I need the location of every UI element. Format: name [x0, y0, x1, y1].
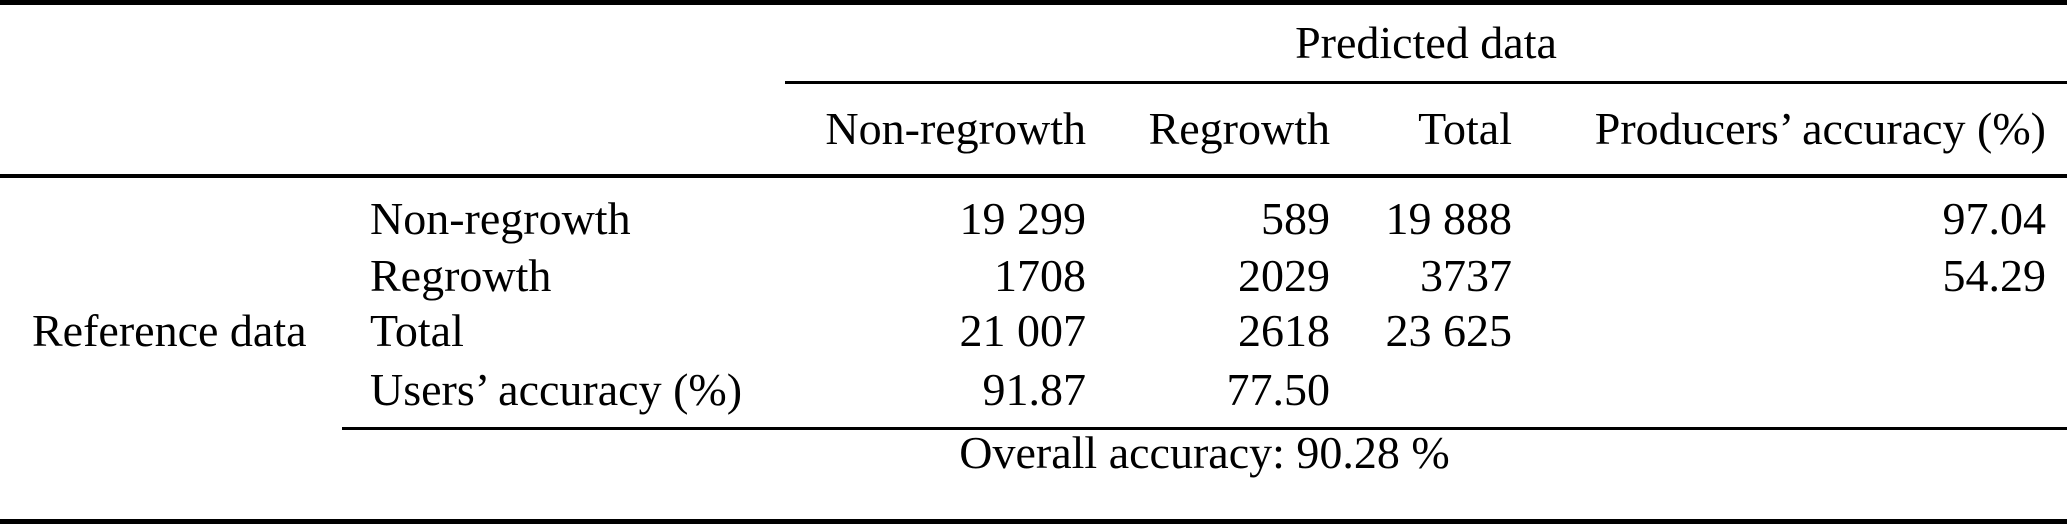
- footer-separator-rule: [342, 427, 2067, 430]
- cell-non-regrowth: 21 007: [959, 305, 1087, 356]
- row-label: Regrowth: [370, 250, 552, 301]
- row-spacer: [0, 308, 370, 354]
- cell-producers-accuracy: 97.04: [1942, 193, 2047, 244]
- column-header-total: Total: [1418, 103, 1512, 154]
- row-label: Users’ accuracy (%): [370, 364, 743, 415]
- predicted-data-underline-rule: [785, 81, 2067, 84]
- cell-total: 23 625: [1385, 305, 1513, 356]
- table-row-regrowth: Regrowth 1708 2029 3737 54.29: [0, 253, 2067, 299]
- cell-producers-accuracy: [1512, 308, 2046, 354]
- row-spacer: [0, 253, 370, 299]
- column-header-row: Non-regrowth Regrowth Total Producers’ a…: [0, 84, 2067, 174]
- column-header-regrowth: Regrowth: [1148, 103, 1330, 154]
- cell-producers-accuracy: [1512, 367, 2046, 413]
- column-header-producers-accuracy: Producers’ accuracy (%): [1594, 103, 2046, 154]
- cell-non-regrowth: 1708: [994, 250, 1086, 301]
- cell-non-regrowth: 19 299: [959, 193, 1087, 244]
- table-row-total: Total 21 007 2618 23 625: [0, 308, 2067, 354]
- header-separator-rule: [0, 174, 2067, 178]
- cell-regrowth: 77.50: [1226, 364, 1331, 415]
- column-header-non-regrowth: Non-regrowth: [825, 103, 1086, 154]
- reference-data-label: Reference data: [32, 305, 307, 356]
- cell-total: [1330, 367, 1512, 413]
- row-spacer: [0, 196, 370, 242]
- cell-regrowth: 2618: [1238, 305, 1330, 356]
- row-label: Non-regrowth: [370, 193, 631, 244]
- table-row-users-accuracy: Users’ accuracy (%) 91.87 77.50: [0, 367, 2067, 413]
- cell-non-regrowth: 91.87: [982, 364, 1087, 415]
- overall-accuracy-footer: Overall accuracy: 90.28 %: [959, 427, 1450, 478]
- bottom-rule: [0, 519, 2067, 524]
- cell-producers-accuracy: 54.29: [1942, 250, 2047, 301]
- predicted-data-spanner-header: Predicted data: [1295, 17, 1557, 68]
- cell-regrowth: 2029: [1238, 250, 1330, 301]
- row-label: Total: [370, 305, 464, 356]
- cell-regrowth: 589: [1261, 193, 1330, 244]
- top-rule: [0, 0, 2067, 5]
- header-spacer: [0, 84, 370, 174]
- cell-total: 3737: [1420, 250, 1512, 301]
- table-row-non-regrowth: Non-regrowth 19 299 589 19 888 97.04: [0, 196, 2067, 242]
- cell-total: 19 888: [1385, 193, 1513, 244]
- header-row-label-spacer: [370, 84, 785, 174]
- row-spacer: [0, 367, 370, 413]
